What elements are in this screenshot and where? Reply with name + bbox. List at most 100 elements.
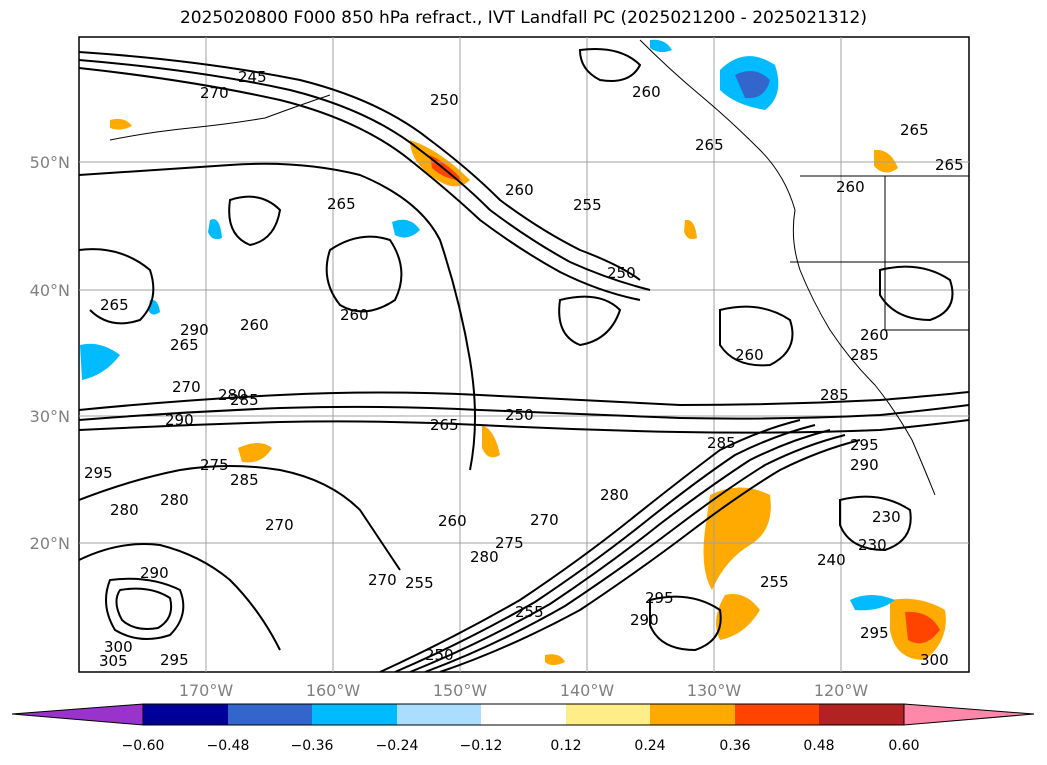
contour-label: 285 (230, 471, 259, 489)
contour-label: 295 (84, 464, 113, 482)
contour-label: 280 (218, 386, 247, 404)
shade-patch (208, 219, 222, 240)
contour-label: 265 (430, 416, 459, 434)
contour-label: 255 (573, 196, 602, 214)
contour-label: 230 (858, 536, 887, 554)
colorbar-tick: −0.36 (291, 738, 334, 754)
shade-patch (482, 425, 500, 458)
contour-label: 270 (368, 571, 397, 589)
contour-label: 275 (200, 456, 229, 474)
contour-label: 260 (340, 306, 369, 324)
contour-label: 270 (265, 516, 294, 534)
contour-line (719, 305, 794, 367)
contour-line (79, 465, 401, 571)
contour-label: 250 (505, 406, 534, 424)
contour-line (409, 429, 831, 672)
contour-label: 270 (530, 511, 559, 529)
contour-line (79, 248, 155, 325)
contour-label: 265 (935, 156, 964, 174)
shade-patch (392, 219, 420, 238)
contour-label: 300 (104, 638, 133, 656)
shade-patch (238, 443, 272, 463)
state-boundaries (790, 175, 969, 331)
shade-patch (703, 487, 771, 590)
contour-label: 285 (820, 386, 849, 404)
graticule (79, 37, 969, 672)
contour-value-labels: 245 270 250 260 265 265 255 260 265 260 … (84, 68, 964, 670)
contour-label: 280 (110, 501, 139, 519)
contour-line (115, 587, 173, 630)
contour-label: 265 (695, 136, 724, 154)
lon-label: 150°W (433, 681, 488, 700)
contour-line (439, 439, 861, 672)
contour-line (578, 48, 642, 82)
lon-label: 160°W (306, 681, 361, 700)
contour-label: 240 (817, 551, 846, 569)
contour-line (79, 543, 281, 651)
contour-label: 305 (99, 652, 128, 670)
shade-patch (905, 611, 940, 644)
contour-line (325, 235, 403, 313)
colorbar-segment (143, 704, 228, 725)
contour-line (79, 51, 641, 281)
contour-line (79, 391, 969, 411)
contour-label: 260 (860, 326, 889, 344)
colorbar-segment (566, 704, 650, 725)
shade-patch (430, 155, 462, 180)
contour-label: 280 (160, 491, 189, 509)
colorbar-segment (481, 704, 566, 725)
contour-label: 260 (735, 346, 764, 364)
contour-label: 265 (100, 296, 129, 314)
contour-line (879, 265, 954, 322)
longitude-labels: 170°W 160°W 150°W 140°W 130°W 120°W (179, 681, 869, 700)
contour-line (79, 404, 969, 421)
contour-label: 275 (495, 534, 524, 552)
colorbar-extend-left (11, 703, 144, 726)
shade-patch (545, 654, 565, 665)
contour-line (394, 424, 816, 672)
contour-label: 265 (327, 195, 356, 213)
contour-line (839, 495, 912, 552)
shade-patch (850, 595, 895, 611)
contour-label: 260 (438, 512, 467, 530)
contour-label: 285 (707, 434, 736, 452)
lon-label: 130°W (687, 681, 742, 700)
contour-label: 255 (515, 603, 544, 621)
contour-label: 270 (200, 84, 229, 102)
contour-label: 260 (505, 181, 534, 199)
contour-line (105, 577, 185, 640)
contour-line (228, 195, 282, 247)
colorbar-tick: −0.12 (460, 738, 503, 754)
contour-label: 230 (872, 508, 901, 526)
contour-label: 250 (430, 91, 459, 109)
colorbar-segment (312, 704, 397, 725)
colorbar-extend-right (903, 703, 1035, 726)
contour-label: 300 (920, 651, 949, 669)
contour-label: 295 (860, 624, 889, 642)
contour-label: 260 (836, 178, 865, 196)
colorbar-tick: 0.48 (803, 738, 834, 754)
contour-label: 295 (645, 589, 674, 607)
colorbar-tick: 0.24 (634, 738, 665, 754)
contour-label: 285 (850, 346, 879, 364)
refractivity-contours (79, 48, 969, 672)
colorbar: −0.60 −0.48 −0.36 −0.24 −0.12 0.12 0.24 … (11, 703, 1035, 754)
contour-label: 270 (172, 378, 201, 396)
colorbar-segment (228, 704, 312, 725)
contour-label: 280 (470, 548, 499, 566)
contour-line (79, 419, 969, 434)
latitude-labels: 50°N 40°N 30°N 20°N (30, 153, 70, 553)
colorbar-tick: −0.24 (376, 738, 419, 754)
map-title: 2025020800 F000 850 hPa refract., IVT La… (179, 8, 867, 28)
shade-patch (874, 149, 898, 173)
contour-label: 255 (760, 573, 789, 591)
shade-patch (684, 219, 697, 240)
contour-label: 285 (230, 391, 259, 409)
contour-label: 250 (607, 264, 636, 282)
colorbar-segment (397, 704, 481, 725)
contour-line (649, 595, 722, 652)
contour-line (79, 162, 476, 471)
lat-label: 30°N (30, 407, 70, 426)
lon-label: 120°W (814, 681, 869, 700)
